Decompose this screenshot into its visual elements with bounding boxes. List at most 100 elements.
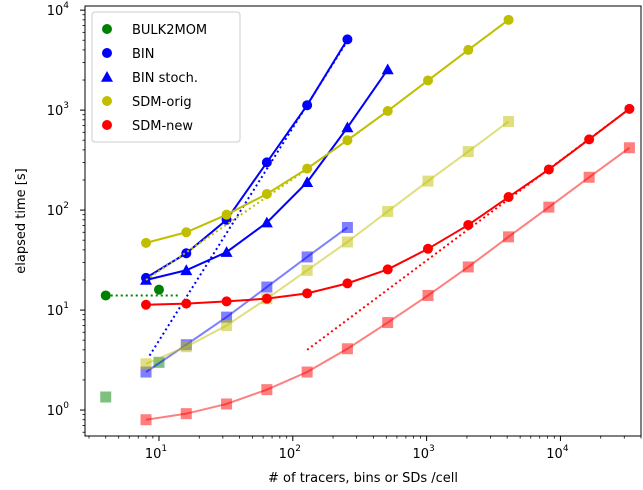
series-12-point bbox=[341, 343, 353, 355]
axis-ticks: 101 102 103 104 100 101 102 103 104 bbox=[47, 1, 642, 462]
series-7-point bbox=[422, 75, 433, 86]
series-4-point bbox=[381, 63, 394, 75]
series-12-point bbox=[261, 384, 273, 396]
legend-label: BIN stoch. bbox=[132, 71, 198, 86]
y-tick-label: 102 bbox=[47, 201, 69, 219]
series-7-point bbox=[503, 14, 514, 25]
series-12 bbox=[140, 142, 635, 426]
series-7-point bbox=[261, 188, 272, 199]
series-12-point bbox=[422, 289, 434, 301]
series-6-point bbox=[301, 251, 313, 263]
legend-label: BULK2MOM bbox=[132, 23, 207, 38]
series-7 bbox=[141, 14, 514, 248]
series-7-point bbox=[382, 105, 393, 116]
legend-label: SDM-new bbox=[132, 119, 193, 134]
legend-marker bbox=[102, 48, 112, 58]
series-10-point bbox=[463, 219, 474, 230]
series-6-point bbox=[221, 311, 233, 323]
series-4-point bbox=[220, 246, 233, 257]
series-9-point bbox=[301, 264, 313, 276]
series-6-point bbox=[261, 281, 273, 293]
series-11 bbox=[306, 108, 631, 351]
series-12-line bbox=[145, 146, 631, 421]
legend-marker bbox=[102, 96, 112, 106]
series-10-point bbox=[141, 299, 152, 310]
series-4 bbox=[140, 63, 394, 285]
series-3-point bbox=[181, 248, 192, 259]
legend-marker bbox=[101, 71, 113, 82]
x-tick-label: 101 bbox=[145, 444, 167, 462]
series-10-point bbox=[261, 293, 272, 304]
legend-marker bbox=[102, 120, 112, 130]
series-11-line bbox=[306, 108, 631, 351]
series-6-point bbox=[140, 366, 152, 378]
series-4-point bbox=[341, 121, 354, 133]
legend-entry: BIN stoch. bbox=[101, 71, 198, 86]
series-3-point bbox=[342, 34, 353, 45]
series-12-point bbox=[140, 414, 152, 426]
y-tick-label: 100 bbox=[47, 401, 70, 419]
series-layer bbox=[100, 14, 635, 426]
series-9-point bbox=[341, 236, 353, 248]
legend-entry: SDM-orig bbox=[102, 95, 192, 110]
series-9-point bbox=[462, 146, 474, 158]
series-2 bbox=[100, 356, 165, 403]
series-7-point bbox=[463, 44, 474, 55]
series-3-point bbox=[261, 157, 272, 168]
series-12-point bbox=[301, 366, 313, 378]
legend-entry: BIN bbox=[102, 47, 154, 62]
legend-label: SDM-orig bbox=[132, 95, 192, 110]
series-9-point bbox=[382, 205, 394, 217]
series-7-point bbox=[181, 227, 192, 238]
series-10-point bbox=[302, 288, 313, 299]
series-5-line bbox=[148, 38, 350, 357]
series-12-point bbox=[583, 171, 595, 183]
x-tick-label: 104 bbox=[546, 444, 569, 462]
plot-frame bbox=[84, 5, 642, 437]
series-12-point bbox=[462, 261, 474, 273]
y-tick-label: 101 bbox=[47, 301, 69, 319]
y-tick-label: 103 bbox=[47, 101, 69, 119]
series-12-point bbox=[221, 398, 233, 410]
series-12-point bbox=[623, 142, 635, 154]
series-4-point bbox=[180, 264, 193, 276]
legend-entry: SDM-new bbox=[102, 119, 193, 134]
series-10-point bbox=[181, 298, 192, 309]
series-5 bbox=[148, 38, 350, 357]
series-0 bbox=[100, 284, 164, 301]
series-10-point bbox=[624, 103, 635, 114]
series-4-point bbox=[260, 216, 273, 228]
y-axis-label: elapsed time [s] bbox=[14, 168, 29, 273]
series-9-point bbox=[180, 341, 192, 353]
series-12-point bbox=[543, 201, 555, 213]
series-7-point bbox=[141, 237, 152, 248]
series-9-point bbox=[140, 358, 152, 370]
series-2-point bbox=[100, 391, 112, 403]
series-12-point bbox=[180, 408, 192, 420]
x-tick-label: 102 bbox=[279, 444, 301, 462]
legend-entry: BULK2MOM bbox=[102, 23, 207, 38]
series-10-point bbox=[221, 296, 232, 307]
series-4-point bbox=[301, 176, 314, 188]
series-9-line bbox=[145, 120, 510, 365]
y-tick-label: 104 bbox=[47, 1, 70, 19]
series-12-point bbox=[503, 231, 515, 243]
legend-marker bbox=[102, 24, 112, 34]
series-7-point bbox=[221, 209, 232, 220]
series-9-point bbox=[503, 115, 515, 127]
series-10-point bbox=[342, 278, 353, 289]
series-10-point bbox=[382, 264, 393, 275]
legend: BULK2MOM BIN BIN stoch. SDM-orig SDM-new bbox=[91, 11, 241, 143]
series-9-point bbox=[422, 175, 434, 187]
series-0-point bbox=[153, 284, 164, 295]
series-10-point bbox=[422, 243, 433, 254]
series-6-point bbox=[341, 221, 353, 233]
series-7-point bbox=[342, 135, 353, 146]
x-axis-label: # of tracers, bins or SDs /cell bbox=[268, 471, 458, 486]
series-9 bbox=[140, 115, 515, 370]
series-10-point bbox=[503, 192, 514, 203]
series-7-line bbox=[145, 19, 510, 244]
x-tick-label: 103 bbox=[412, 444, 434, 462]
series-9-point bbox=[221, 320, 233, 332]
